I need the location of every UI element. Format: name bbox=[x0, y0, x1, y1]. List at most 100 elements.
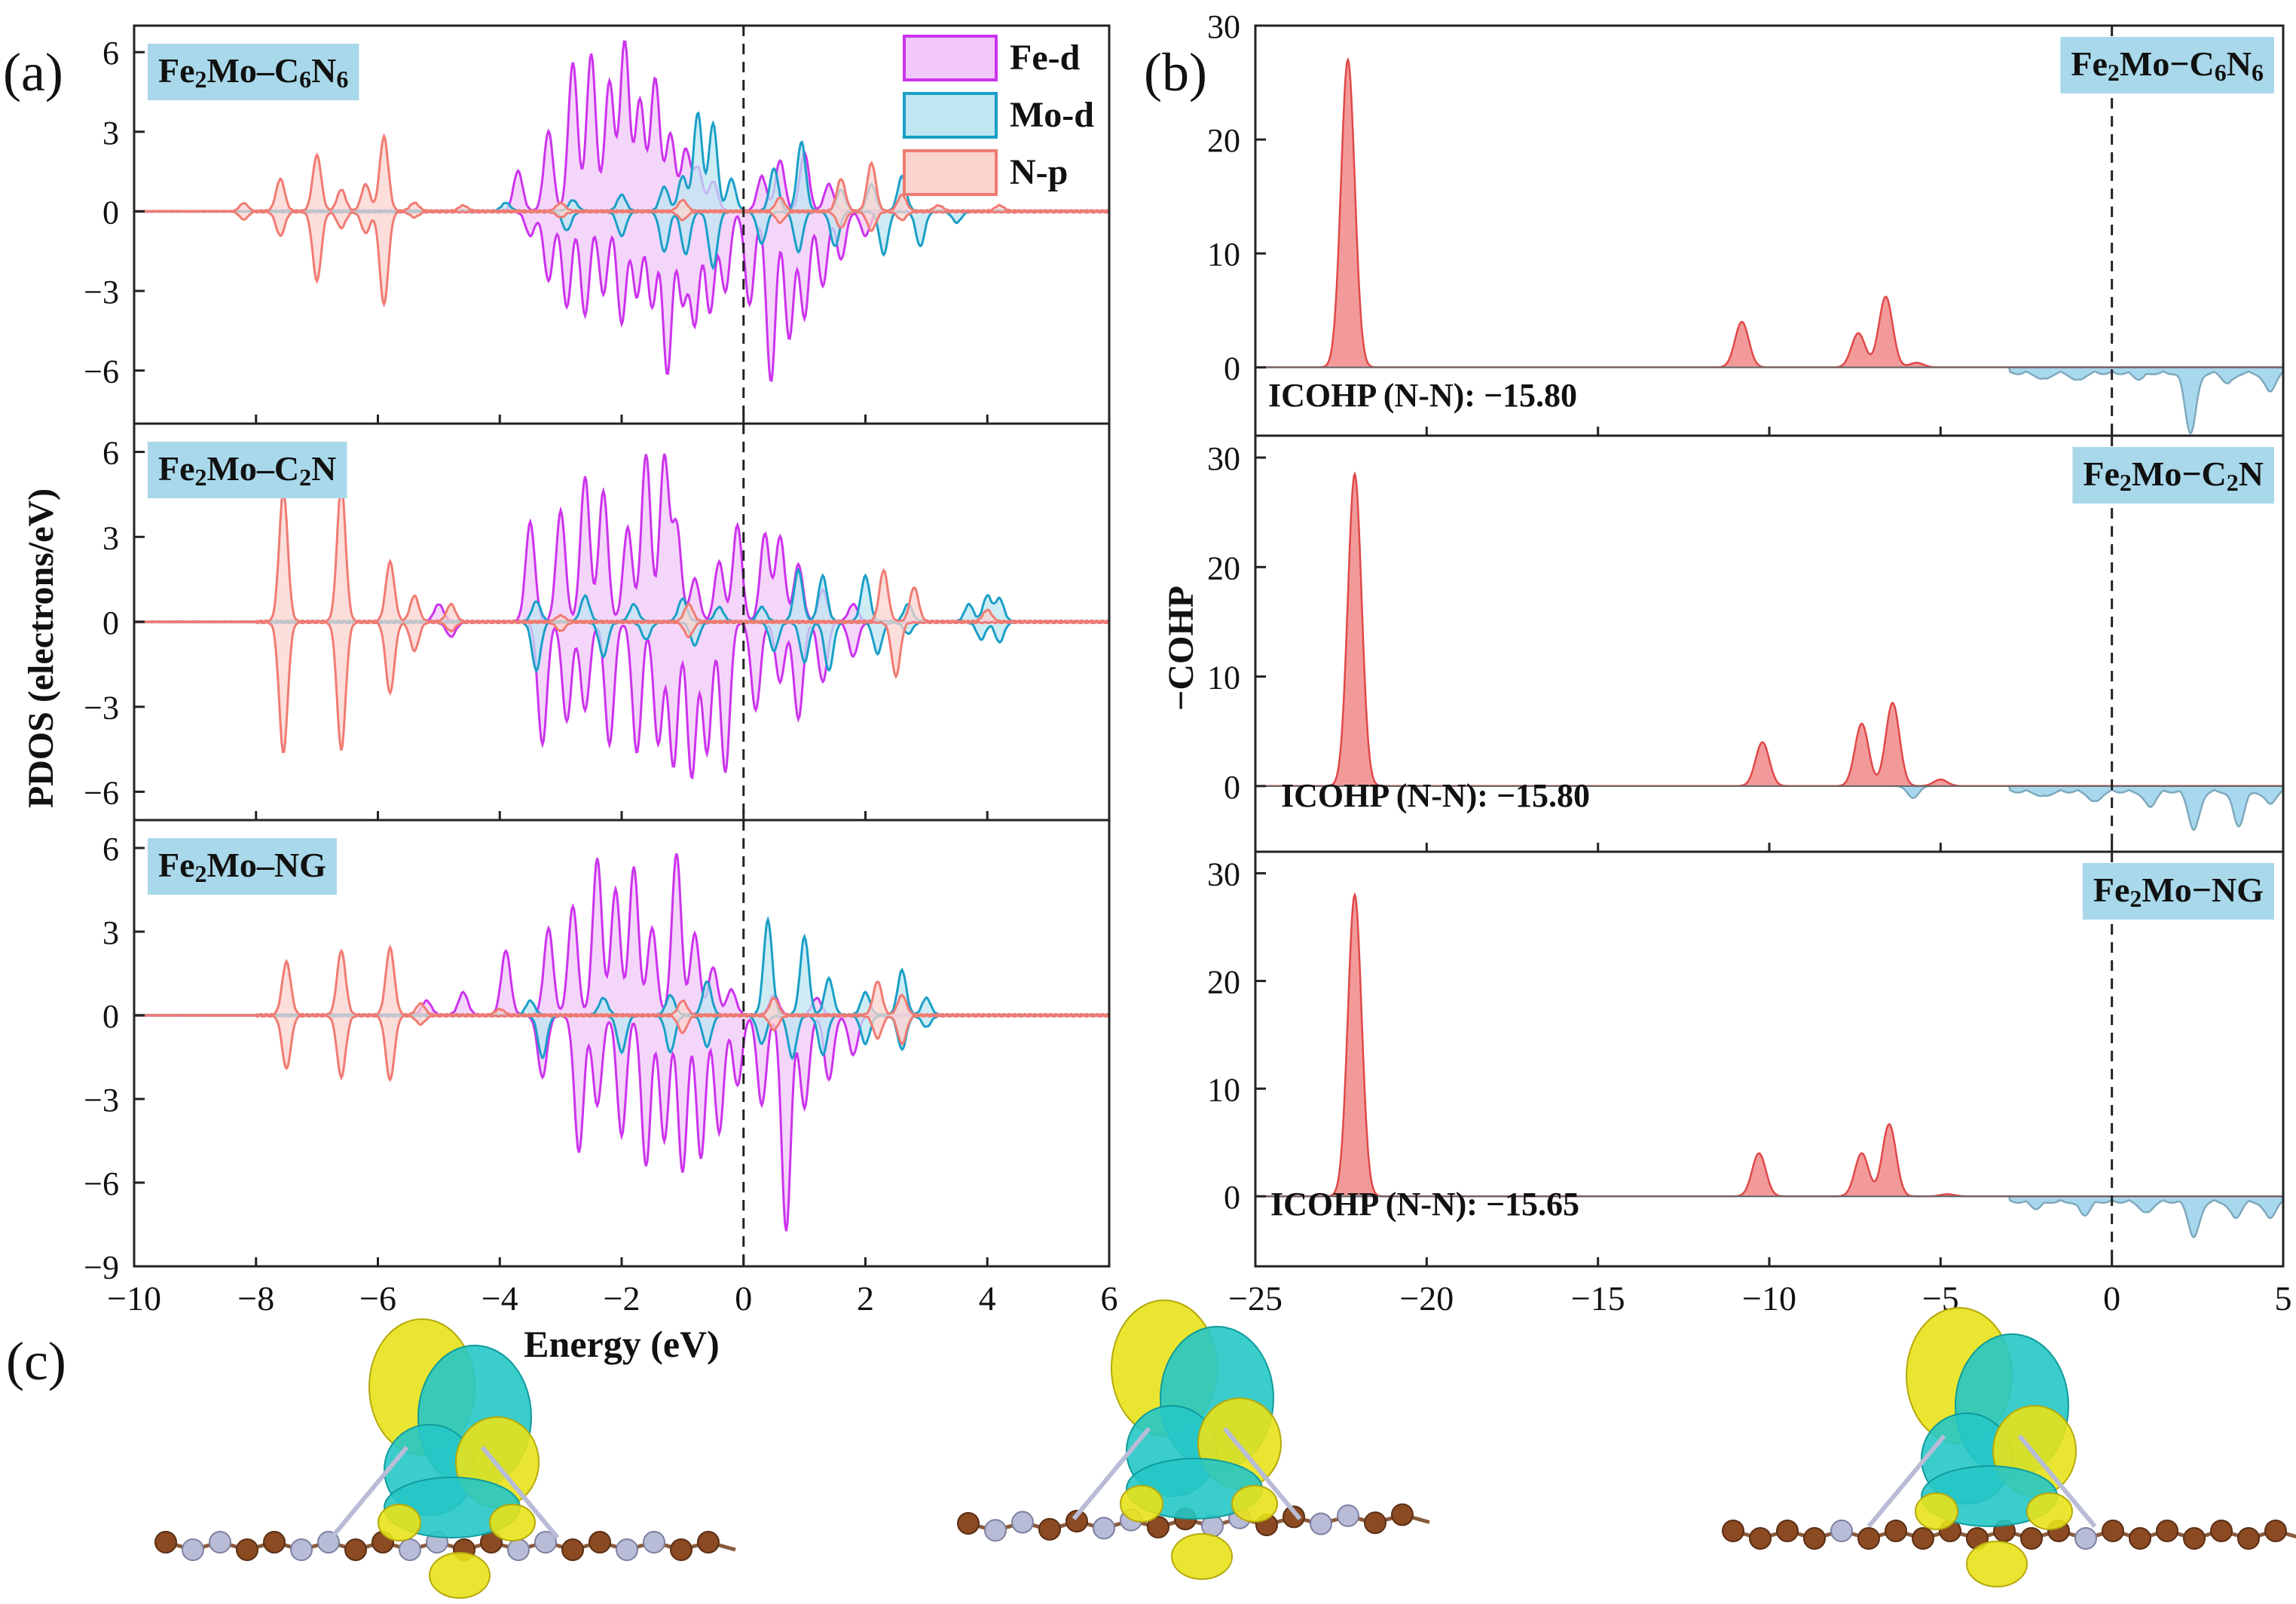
x-tick-label: −10 bbox=[107, 1279, 161, 1318]
y-tick-label: 6 bbox=[102, 35, 119, 72]
cohp-panel-3: 0 10 20 30 Fe2Mo−NG ICOHP (N-N): −15.65 bbox=[1207, 850, 2285, 1268]
carbon-atom bbox=[1749, 1527, 1772, 1550]
x-tick-label: 2 bbox=[857, 1279, 874, 1318]
nitrogen-atom bbox=[1093, 1517, 1115, 1540]
pdos-line-n-p-up bbox=[134, 133, 1109, 213]
pdos-area-fe-d-down bbox=[134, 211, 1109, 381]
nitrogen-atom bbox=[1011, 1511, 1034, 1534]
carbon-atom bbox=[1283, 1505, 1305, 1529]
charge-accumulation-lobe bbox=[1915, 1492, 1958, 1530]
nitrogen-atom bbox=[290, 1538, 313, 1561]
pdos-area-fe-d-up bbox=[134, 853, 1109, 1015]
y-tick-label: 20 bbox=[1207, 549, 1240, 586]
x-tick-label: −8 bbox=[237, 1279, 274, 1318]
carbon-atom bbox=[2156, 1520, 2178, 1542]
nitrogen-atom bbox=[1337, 1504, 1359, 1527]
charge-accumulation-lobe bbox=[1231, 1485, 1278, 1523]
carbon-atom bbox=[670, 1538, 692, 1561]
cohp-panel-2: 0 10 20 30 Fe2Mo−C2N ICOHP (N-N): −15.80 bbox=[1207, 434, 2285, 853]
pdos-area-mo-d-down bbox=[134, 1015, 1109, 1058]
cohp-line-bonding bbox=[1255, 471, 2283, 788]
structure-c6n6 bbox=[154, 1318, 736, 1599]
pdos-panel-label-2-bg bbox=[148, 442, 347, 499]
pdos-panel-label-1: Fe2Mo‒C6N6 bbox=[148, 44, 359, 101]
y-tick-label: 30 bbox=[1207, 856, 1240, 893]
carbon-atom bbox=[1065, 1510, 1088, 1533]
y-tick-label: 3 bbox=[102, 519, 119, 556]
charge-accumulation-lobe bbox=[1120, 1485, 1163, 1523]
y-tick-label: 10 bbox=[1207, 236, 1240, 273]
nitrogen-atom bbox=[2074, 1527, 2097, 1550]
cohp-panel-label-2: Fe2Mo−C2N bbox=[2072, 447, 2274, 504]
nitrogen-atom bbox=[984, 1519, 1007, 1542]
bond bbox=[1866, 1434, 1946, 1528]
pdos-legend: Fe-d Mo-d N-p bbox=[903, 35, 1094, 196]
cohp-panel-label-2-bg bbox=[2072, 447, 2274, 504]
x-tick-label: −6 bbox=[359, 1279, 396, 1318]
pdos-panel-2: −6 −3 0 3 6 Fe2Mo‒C2N bbox=[84, 422, 1111, 822]
x-tick-label: −10 bbox=[1742, 1279, 1796, 1318]
carbon-atom bbox=[2020, 1527, 2043, 1550]
carbon-atom bbox=[2129, 1527, 2151, 1550]
pdos-panel-label-1-bg bbox=[148, 44, 359, 101]
y-tick-label: 10 bbox=[1207, 660, 1240, 696]
pdos-line-n-p-down bbox=[134, 210, 1109, 308]
pdos-panel-label-3: Fe2Mo‒NG bbox=[148, 838, 337, 895]
pdos-line-n-p-down bbox=[134, 620, 1109, 754]
cohp-panel-label-1-bg bbox=[2060, 37, 2274, 94]
y-tick-label: 20 bbox=[1207, 963, 1240, 1000]
y-tick-label: 0 bbox=[102, 998, 119, 1035]
carbon-atom bbox=[344, 1538, 367, 1561]
carbon-atom bbox=[154, 1531, 177, 1553]
charge-accumulation-lobe bbox=[1966, 1541, 2028, 1587]
cohp-panel-label-1-text: Fe2Mo−C6N6 bbox=[2071, 44, 2264, 86]
cohp-line-bonding bbox=[1255, 892, 2283, 1198]
cohp-area-antibonding bbox=[1255, 1196, 2283, 1238]
nitrogen-atom bbox=[616, 1538, 638, 1561]
x-tick-label: 0 bbox=[2103, 1279, 2120, 1318]
carbon-atom bbox=[236, 1538, 258, 1561]
y-tick-label: −9 bbox=[84, 1249, 119, 1286]
charge-accumulation-lobe bbox=[2026, 1492, 2073, 1530]
pdos-area-mo-d-up bbox=[134, 570, 1109, 622]
y-tick-label: −3 bbox=[84, 1082, 119, 1119]
charge-accumulation-lobe bbox=[429, 1552, 491, 1599]
x-tick-label: −25 bbox=[1228, 1279, 1283, 1318]
x-tick-label: 0 bbox=[735, 1279, 752, 1318]
nitrogen-atom bbox=[534, 1531, 557, 1553]
structure-ng bbox=[1722, 1307, 2296, 1587]
pdos-panel-1: −6 −3 0 3 6 Fe2Mo‒C6N6 bbox=[84, 24, 1111, 425]
panel-letter-c: (c) bbox=[6, 1331, 66, 1391]
icohp-annotation: ICOHP (N-N): −15.80 bbox=[1268, 377, 1577, 414]
pdos-y-label: PDOS (electrons/eV) bbox=[21, 488, 61, 808]
pdos-panel-label-2: Fe2Mo‒C2N bbox=[148, 442, 347, 499]
cohp-panel-label-3-text: Fe2Mo−NG bbox=[2093, 871, 2264, 912]
pdos-area-mo-d-down bbox=[134, 211, 1109, 268]
bond bbox=[480, 1446, 560, 1539]
pdos-panel-label-3-text: Fe2Mo‒NG bbox=[158, 846, 326, 887]
x-tick-label: 4 bbox=[979, 1279, 996, 1318]
icohp-annotation: ICOHP (N-N): −15.65 bbox=[1270, 1186, 1579, 1223]
y-tick-label: −6 bbox=[84, 1165, 119, 1202]
cohp-chart: 0 10 20 30 Fe2Mo−C6N6 ICOHP (N-N): −15.80 0 10 2… bbox=[1161, 8, 2292, 1318]
carbon-atom bbox=[1857, 1527, 1880, 1550]
y-tick-label: 30 bbox=[1207, 440, 1240, 477]
carbon-atom bbox=[697, 1531, 720, 1553]
cohp-area-bonding bbox=[1255, 473, 2283, 786]
pdos-line-n-p-up bbox=[134, 485, 1109, 623]
panel-letter-b: (b) bbox=[1144, 42, 1207, 103]
cohp-panel-label-3-bg bbox=[2082, 863, 2274, 920]
cohp-panel-label-2-text: Fe2Mo−C2N bbox=[2083, 455, 2264, 496]
y-tick-label: 20 bbox=[1207, 122, 1240, 159]
cohp-area-bonding bbox=[1255, 60, 2283, 368]
y-tick-label: 10 bbox=[1207, 1071, 1240, 1108]
nitrogen-atom bbox=[209, 1531, 231, 1553]
x-tick-label: −2 bbox=[604, 1279, 640, 1318]
y-tick-label: 0 bbox=[1224, 769, 1240, 806]
y-tick-label: 6 bbox=[102, 435, 119, 472]
charge-accumulation-lobe bbox=[378, 1504, 421, 1541]
pdos-area-n-p-up bbox=[134, 136, 1109, 212]
carbon-atom bbox=[1912, 1527, 1934, 1550]
bond bbox=[2017, 1434, 2097, 1528]
